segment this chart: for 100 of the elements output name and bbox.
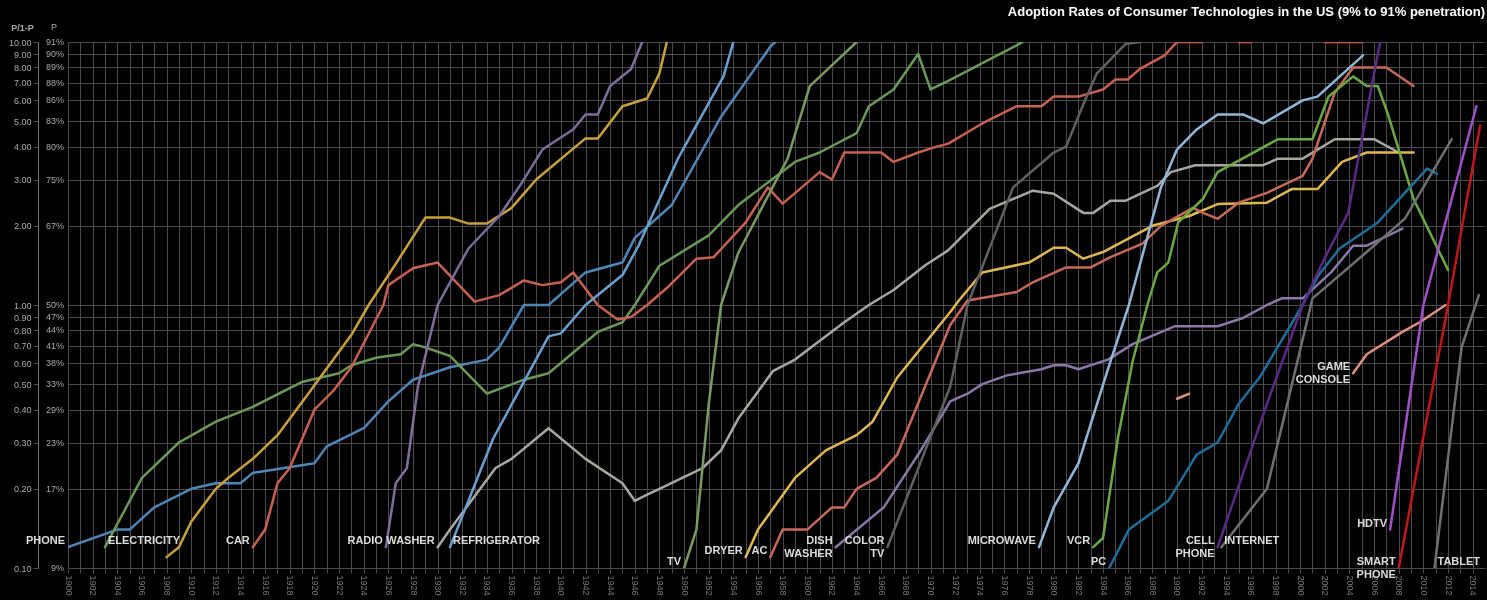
x-tick-label: 1912 [211,575,222,596]
y-tick-label: 9.00 [13,49,32,60]
line-series [834,227,1404,549]
line-series [1351,303,1447,375]
series-label: AC [751,544,768,557]
series-label: VCR [1066,534,1091,547]
x-tick-label: 1940 [556,575,567,596]
x-tick-label: 1982 [1073,575,1084,596]
x-tick-label: 1956 [753,575,764,596]
y-tick-label: 8.00 [13,62,32,73]
x-tick-label: 1902 [88,575,99,596]
y-tick-label: 0.70 [13,341,32,352]
x-tick-label: 1978 [1024,575,1035,596]
x-tick-label: 1926 [383,575,394,596]
x-tick-label: 2012 [1443,575,1454,596]
x-tick-label: 2010 [1418,575,1429,596]
text: 83% [45,116,64,127]
x-tick-label: 1932 [457,575,468,596]
x-tick-label: 1910 [186,575,197,596]
x-tick-label: 1916 [260,575,271,596]
x-tick-label: 1948 [654,575,665,596]
series-label: PHONE [25,534,65,547]
x-tick-label: 1920 [309,575,320,596]
text: 29% [45,404,64,415]
text: 33% [45,379,64,390]
y-tick-label: 6.00 [13,95,32,106]
x-tick-label: 1974 [975,575,986,596]
x-tick-label: 1942 [581,575,592,596]
chart-title: Adoption Rates of Consumer Technologies in the US (9% to 91% penetration) [1007,4,1485,19]
text: 50% [45,300,64,310]
x-tick-label: 1996 [1246,575,1257,596]
x-tick-label: 2000 [1295,575,1306,596]
x-tick-label: 1946 [630,575,641,596]
x-tick-label: 1998 [1271,575,1282,596]
line-series [1220,137,1453,549]
y-tick-label: 5.00 [13,116,32,127]
x-tick-label: 1904 [112,575,123,596]
y-tick-label: 7.00 [13,78,32,89]
text: 41% [45,340,64,351]
text: 44% [45,325,64,336]
x-tick-label: 1980 [1049,575,1060,596]
text: 90% [45,49,64,60]
text: 17% [45,483,64,494]
x-tick-label: 1950 [679,575,690,596]
series-label: GAME CONSOLE [1295,360,1351,386]
y-tick-label: 0.80 [13,325,32,336]
x-tick-label: 1908 [162,575,173,596]
x-tick-label: 1994 [1221,575,1232,596]
x-tick-label: 1934 [482,575,493,596]
series-label: COLOR TV [844,534,886,560]
x-tick-label: 1960 [802,575,813,596]
line-series [384,42,644,549]
x-tick-label: 1984 [1098,575,1109,596]
x-tick-label: 1922 [334,575,345,596]
x-tick-label: 1954 [728,575,739,596]
text: P [50,22,58,32]
x-tick-label: 1976 [999,575,1010,596]
series-label: CAR [225,534,250,547]
series-label: INTERNET [1224,534,1280,547]
x-tick-label: 1988 [1147,575,1158,596]
line-series [1091,75,1450,549]
text: 91% [45,37,64,47]
x-tick-label: 1906 [137,575,148,596]
y-tick-label: 10.00 [8,37,32,48]
x-tick-label: 1992 [1197,575,1208,596]
text: 80% [45,141,64,152]
text: 86% [45,95,64,106]
text: 47% [45,312,64,323]
x-tick-label: 1930 [433,575,444,596]
x-tick-label: 1914 [236,575,246,596]
y-tick-label: 1.00 [13,300,32,311]
x-tick-label: 1964 [852,575,863,596]
y-tick-label: 0.10 [13,563,32,574]
x-tick-label: 1968 [901,575,912,596]
x-tick-label: 1900 [63,575,74,596]
text: 9% [50,563,64,573]
y-tick-label: 0.90 [13,312,32,323]
line-series [744,151,1415,559]
x-tick-label: 1970 [926,575,937,596]
y-axis-title: P/1-P [11,22,34,33]
x-tick-label: 1952 [704,575,715,596]
text: 75% [45,174,64,185]
x-tick-label: 1944 [605,575,616,596]
line-series [1107,167,1439,568]
line-series [769,66,1415,559]
x-tick-label: 1962 [827,575,838,596]
text: 88% [45,77,64,88]
y-tick-label: 0.50 [13,379,32,390]
text: 67% [45,220,64,231]
series-label: CELL PHONE [1175,534,1215,560]
series-label: DISH WASHER [784,534,833,560]
x-tick-label: 1938 [531,575,542,596]
y-tick-label: 0.60 [13,358,32,369]
line-series [886,42,1142,549]
series-label: TABLET [1437,555,1481,567]
y-tick-label: 0.20 [13,484,32,495]
x-tick-label: 1918 [285,575,296,596]
x-tick-label: 1990 [1172,575,1183,596]
text: 38% [45,358,64,369]
series-label: REFRIGERATOR [452,534,541,547]
